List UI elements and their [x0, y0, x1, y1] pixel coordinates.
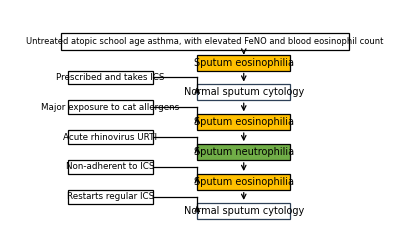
FancyBboxPatch shape: [197, 174, 290, 190]
Text: Acute rhinovirus URTI: Acute rhinovirus URTI: [64, 133, 158, 142]
FancyBboxPatch shape: [68, 70, 153, 84]
Text: Sputum neutrophilia: Sputum neutrophilia: [194, 147, 294, 157]
FancyBboxPatch shape: [68, 160, 153, 174]
Text: Restarts regular ICS: Restarts regular ICS: [67, 192, 154, 201]
Text: Non-adherent to ICS: Non-adherent to ICS: [66, 162, 155, 171]
Text: Untreated atopic school age asthma, with elevated FeNO and blood eosinophil coun: Untreated atopic school age asthma, with…: [26, 37, 384, 46]
FancyBboxPatch shape: [197, 203, 290, 219]
FancyBboxPatch shape: [197, 114, 290, 130]
Text: Sputum eosinophilia: Sputum eosinophilia: [194, 177, 294, 187]
FancyBboxPatch shape: [68, 190, 153, 204]
FancyBboxPatch shape: [68, 130, 153, 144]
Text: Sputum eosinophilia: Sputum eosinophilia: [194, 117, 294, 127]
Text: Major exposure to cat allergens: Major exposure to cat allergens: [41, 103, 180, 112]
Text: Normal sputum cytology: Normal sputum cytology: [184, 206, 304, 216]
Text: Sputum eosinophilia: Sputum eosinophilia: [194, 58, 294, 68]
FancyBboxPatch shape: [68, 100, 153, 114]
FancyBboxPatch shape: [197, 84, 290, 100]
FancyBboxPatch shape: [61, 33, 349, 50]
Text: Prescribed and takes ICS: Prescribed and takes ICS: [56, 73, 165, 82]
FancyBboxPatch shape: [197, 55, 290, 70]
FancyBboxPatch shape: [197, 144, 290, 160]
Text: Normal sputum cytology: Normal sputum cytology: [184, 87, 304, 97]
